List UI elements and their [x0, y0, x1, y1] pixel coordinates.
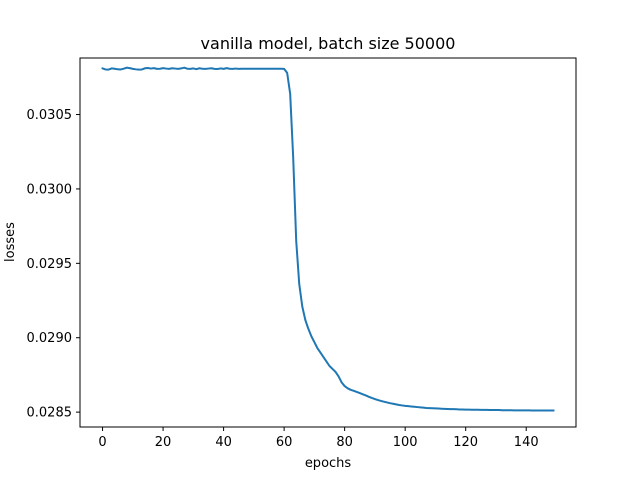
x-tick-label: 120 [453, 435, 478, 450]
x-tick-label: 40 [215, 435, 232, 450]
x-tick-label: 20 [155, 435, 172, 450]
x-tick-label: 100 [393, 435, 418, 450]
plot-area [80, 58, 576, 427]
y-tick-label: 0.0295 [27, 257, 73, 272]
x-axis-label: epochs [305, 456, 352, 471]
chart-title: vanilla model, batch size 50000 [201, 34, 456, 53]
x-tick-label: 140 [514, 435, 539, 450]
x-axis: 0 20 40 60 80 100 120 140 [98, 427, 539, 450]
y-tick-label: 0.0285 [27, 406, 73, 421]
x-tick-label: 80 [336, 435, 353, 450]
y-tick-label: 0.0300 [27, 182, 73, 197]
y-axis: 0.0285 0.0290 0.0295 0.0300 0.0305 [27, 108, 80, 421]
y-tick-label: 0.0305 [27, 108, 73, 123]
plot-frame [79, 57, 577, 428]
loss-series-line [101, 66, 555, 412]
x-tick-label: 0 [98, 435, 106, 450]
x-tick-label: 60 [276, 435, 293, 450]
y-axis-label: losses [3, 222, 18, 262]
y-tick-label: 0.0290 [27, 331, 73, 346]
